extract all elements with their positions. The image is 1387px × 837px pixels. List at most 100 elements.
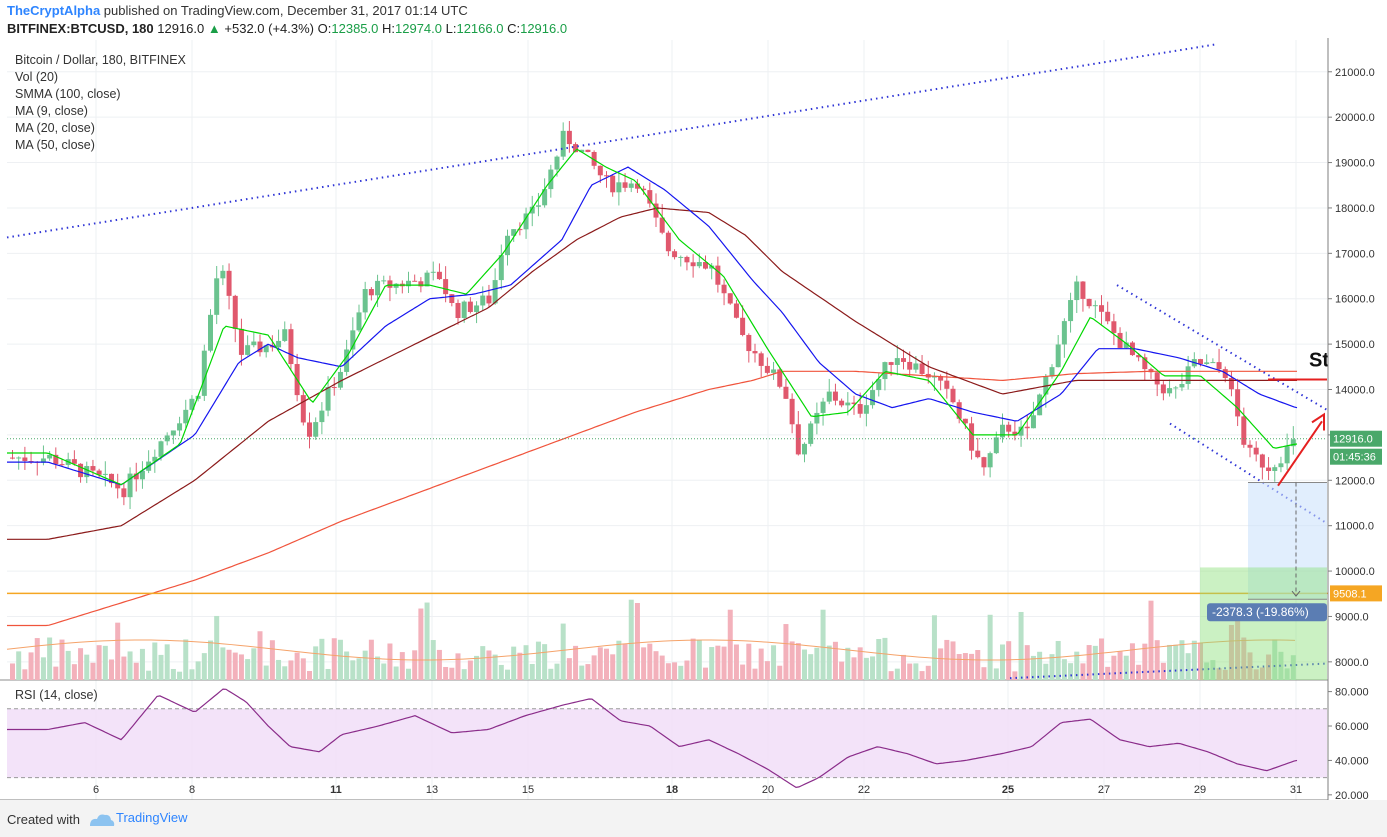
candle-body (313, 422, 319, 437)
volume-bar (752, 668, 758, 680)
candle-body (1290, 439, 1296, 447)
candle-body (480, 295, 486, 306)
volume-bar (523, 645, 529, 680)
time-tick-label: 6 (93, 784, 99, 796)
volume-bar (1136, 664, 1142, 680)
legend-ma9[interactable]: MA (9, close) (15, 104, 88, 118)
candle-body (1167, 388, 1173, 394)
rsi-legend[interactable]: RSI (14, close) (15, 688, 98, 702)
price-tick-label: 19000.0 (1335, 158, 1375, 170)
volume-bar (610, 654, 616, 680)
candle-body (1284, 446, 1290, 464)
tradingview-link[interactable]: TradingView (116, 810, 188, 825)
volume-bar (368, 639, 374, 680)
candle-body (375, 280, 381, 296)
candle-body (826, 391, 832, 402)
volume-bar (337, 639, 343, 680)
volume-bar (40, 657, 46, 680)
volume-bar (177, 671, 183, 680)
rsi-band (7, 708, 1327, 778)
candle-body (90, 466, 96, 471)
volume-bar (276, 659, 282, 680)
legend-ma20[interactable]: MA (20, close) (15, 121, 95, 135)
rsi-tick-label: 40.000 (1335, 755, 1369, 767)
volume-bar (263, 665, 269, 680)
price-change: +532.0 (+4.3%) (224, 21, 315, 36)
volume-bar (956, 654, 962, 680)
candle-body (950, 388, 956, 403)
volume-bar (1272, 639, 1278, 680)
chart-header: TheCryptAlpha published on TradingView.c… (0, 0, 1387, 38)
volume-bar (566, 658, 572, 680)
level-tag: 9508.1 (1333, 588, 1367, 600)
candle-body (733, 303, 739, 318)
volume-bar (876, 638, 882, 680)
volume-bar (269, 640, 275, 680)
candle-body (894, 358, 900, 365)
candle-body (1253, 447, 1259, 455)
candle-body (616, 182, 622, 193)
candle-body (1266, 467, 1272, 471)
legend-volume[interactable]: Vol (20) (15, 70, 59, 84)
volume-bar (1099, 638, 1104, 680)
candle-body (913, 363, 919, 370)
volume-bar (1111, 655, 1117, 680)
volume-bar (913, 663, 919, 680)
volume-bar (950, 641, 956, 680)
candle-body (430, 271, 436, 273)
volume-bar (1148, 600, 1154, 680)
candle-body (53, 454, 59, 465)
candle-body (777, 369, 783, 387)
price-tick-label: 17000.0 (1335, 248, 1375, 260)
volume-bar (28, 652, 34, 680)
candle-body (47, 454, 53, 459)
legend-smma[interactable]: SMMA (100, close) (15, 87, 121, 101)
candle-body (350, 330, 356, 350)
volume-bar (771, 645, 777, 680)
candle-body (183, 409, 189, 424)
candle-body (16, 457, 22, 459)
candle-body (356, 312, 362, 331)
ma50-line (7, 207, 1297, 540)
volume-bar (127, 651, 133, 680)
candle-body (139, 470, 145, 480)
candle-body (115, 483, 121, 489)
target-arrow (1277, 420, 1323, 487)
candle-body (102, 473, 108, 475)
countdown-tag-bg (1330, 448, 1382, 465)
volume-bar (696, 640, 702, 680)
candle-body (455, 302, 461, 318)
candle-body (814, 412, 820, 424)
candle-body (486, 295, 492, 304)
legend-ma50[interactable]: MA (50, close) (15, 138, 95, 152)
volume-bar (678, 665, 684, 680)
volume-bar (1068, 663, 1074, 680)
candle-body (158, 441, 164, 457)
volume-bar (634, 602, 640, 680)
candle-body (189, 398, 195, 410)
rsi-tick-label: 20.000 (1335, 790, 1369, 802)
volume-bar (220, 647, 226, 680)
candle-body (1012, 431, 1018, 436)
candle-body (703, 262, 708, 269)
candle-body (1105, 311, 1111, 322)
candle-body (820, 401, 826, 413)
time-tick-label: 29 (1194, 784, 1206, 796)
volume-bar (975, 650, 981, 680)
volume-bar (325, 668, 331, 680)
candle-body (647, 190, 653, 204)
low-value: 12166.0 (456, 21, 504, 36)
candle-body (839, 400, 845, 406)
volume-bar (511, 646, 517, 680)
candle-body (981, 457, 987, 468)
volume-bar (622, 644, 628, 680)
price-tick-label: 10000.0 (1335, 566, 1375, 578)
price-tick-label: 12000.0 (1335, 475, 1375, 487)
author-link[interactable]: TheCryptAlpha (7, 3, 101, 18)
volume-bar (164, 644, 170, 680)
candle-body (566, 130, 572, 145)
volume-bar (1129, 643, 1135, 680)
candle-body (975, 450, 981, 458)
volume-bar (1049, 654, 1055, 680)
